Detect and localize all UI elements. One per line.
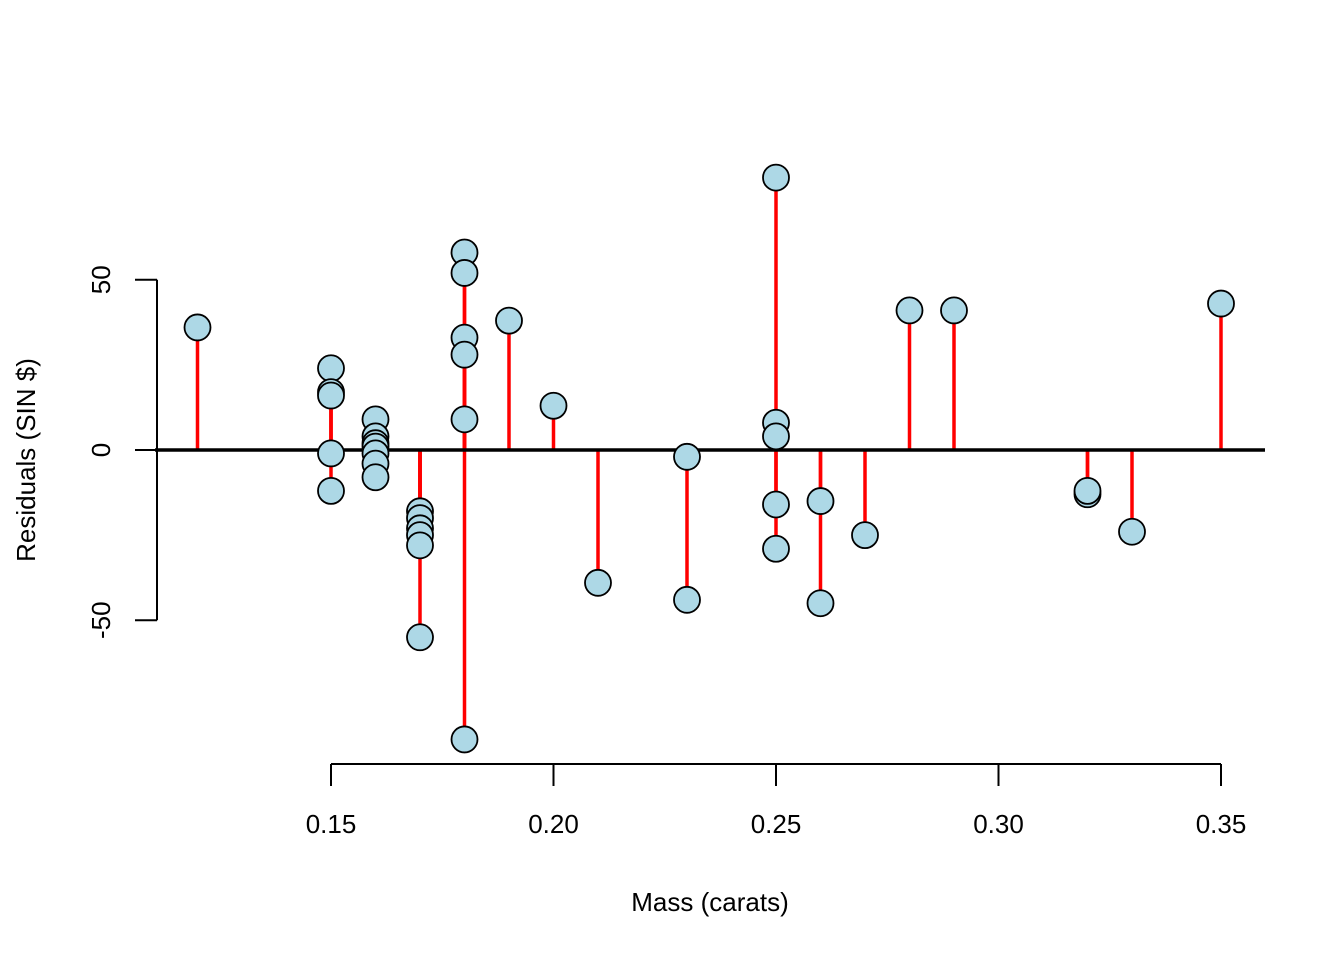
residual-segments (195, 177, 1223, 740)
y-axis-title: Residuals (SIN $) (11, 358, 41, 562)
x-tick-label: 0.35 (1196, 809, 1247, 839)
data-point (406, 531, 434, 560)
data-point (851, 521, 879, 550)
y-axis: -50 0 50 (86, 265, 158, 639)
data-point (495, 306, 523, 335)
data-point (584, 568, 612, 597)
data-point (1207, 289, 1235, 318)
data-point (762, 490, 790, 519)
data-point (806, 589, 835, 618)
x-axis: 0.15 0.20 0.25 0.30 0.35 (306, 763, 1247, 839)
y-tick-label: 50 (86, 265, 116, 294)
data-point (317, 354, 345, 383)
data-point (1073, 476, 1102, 505)
x-tick-label: 0.30 (973, 809, 1024, 839)
x-tick-label: 0.20 (528, 809, 579, 839)
data-point (317, 476, 345, 505)
data-point (450, 405, 479, 434)
x-axis-title: Mass (carats) (631, 887, 788, 917)
data-point (539, 391, 568, 420)
data-point (806, 487, 835, 515)
data-point (406, 623, 434, 652)
data-point (940, 296, 968, 325)
y-tick-label: 0 (86, 443, 116, 457)
y-tick-label: -50 (86, 601, 116, 639)
x-tick-label: 0.15 (306, 809, 357, 839)
data-point (317, 439, 345, 468)
data-point (762, 422, 790, 451)
data-point (1118, 517, 1146, 546)
data-point (450, 340, 479, 369)
data-point (895, 296, 924, 325)
data-point (183, 313, 212, 342)
data-point (762, 163, 790, 192)
data-point (450, 725, 479, 754)
data-point (673, 442, 701, 471)
data-point (450, 259, 479, 287)
data-point (361, 463, 390, 492)
data-points (183, 163, 1235, 754)
data-point (762, 534, 790, 563)
data-point (673, 585, 701, 614)
x-tick-label: 0.25 (751, 809, 802, 839)
data-point (317, 381, 345, 410)
